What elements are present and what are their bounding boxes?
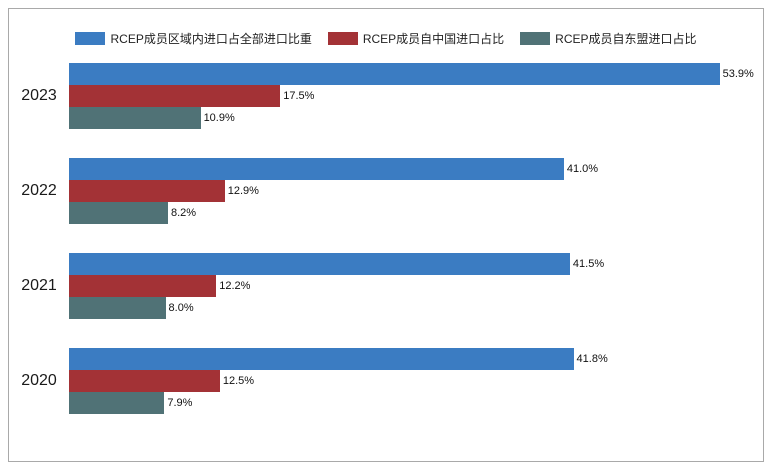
bar xyxy=(69,253,570,275)
value-label: 41.5% xyxy=(572,258,605,270)
bar-stack: 41.5% 12.2% 8.0% xyxy=(69,253,757,319)
value-label: 8.0% xyxy=(168,302,194,314)
bar xyxy=(69,107,201,129)
bar-row: 10.9% xyxy=(69,107,757,129)
bar-row: 53.9% xyxy=(69,63,757,85)
bar xyxy=(69,370,220,392)
bar-stack: 41.0% 12.9% 8.2% xyxy=(69,158,757,224)
bar-row: 41.8% xyxy=(69,348,757,370)
bar-row: 8.0% xyxy=(69,297,757,319)
value-label: 41.8% xyxy=(576,353,608,365)
value-label: 41.0% xyxy=(566,163,599,175)
legend-label: RCEP成员自东盟进口占比 xyxy=(555,31,697,46)
bar xyxy=(69,158,564,180)
value-label: 7.9% xyxy=(167,397,193,409)
bar-row: 12.5% xyxy=(69,370,757,392)
bar xyxy=(69,275,217,297)
bar-row: 41.0% xyxy=(69,158,757,180)
bar-chart: 2023 53.9% 17.5% 10.9% 2022 41.0% 12.9% 8.2% 202… xyxy=(9,63,763,414)
value-label: 12.2% xyxy=(219,280,251,292)
category-label: 2022 xyxy=(21,182,57,199)
bar-group: 2021 41.5% 12.2% 8.0% xyxy=(9,253,757,319)
bar xyxy=(69,392,165,414)
bar-row: 8.2% xyxy=(69,202,757,224)
bar xyxy=(69,63,720,85)
value-label: 10.9% xyxy=(203,112,235,124)
bar xyxy=(69,180,225,202)
category-label: 2023 xyxy=(21,87,57,104)
bar-group: 2020 41.8% 12.5% 7.9% xyxy=(9,348,757,414)
legend-label: RCEP成员区域内进口占全部进口比重 xyxy=(110,31,312,46)
bar-row: 7.9% xyxy=(69,392,757,414)
value-label: 12.5% xyxy=(222,375,255,387)
bar-group: 2023 53.9% 17.5% 10.9% xyxy=(9,63,757,129)
bar-group: 2022 41.0% 12.9% 8.2% xyxy=(9,158,757,224)
bar-stack: 53.9% 17.5% 10.9% xyxy=(69,63,757,129)
bar xyxy=(69,348,574,370)
value-label: 53.9% xyxy=(722,68,754,80)
value-label: 8.2% xyxy=(170,207,197,219)
bar-stack: 41.8% 12.5% 7.9% xyxy=(69,348,757,414)
legend-label: RCEP成员自中国进口占比 xyxy=(362,31,505,46)
legend-swatch-icon xyxy=(520,31,551,45)
legend-swatch-icon xyxy=(327,31,358,45)
category-label: 2020 xyxy=(21,372,57,389)
legend-item: RCEP成员自中国进口占比 xyxy=(327,30,505,47)
bar-row: 41.5% xyxy=(69,253,757,275)
legend-swatch-icon xyxy=(75,31,106,45)
legend-item: RCEP成员区域内进口占全部进口比重 xyxy=(75,30,312,47)
value-label: 12.9% xyxy=(227,185,259,197)
bar-row: 12.2% xyxy=(69,275,757,297)
chart-frame: RCEP成员区域内进口占全部进口比重 RCEP成员自中国进口占比 RCEP成员自东盟… xyxy=(8,8,764,462)
bar-row: 12.9% xyxy=(69,180,757,202)
bar xyxy=(69,202,168,224)
bar xyxy=(69,85,281,107)
category-label: 2021 xyxy=(21,277,57,294)
chart-legend: RCEP成员区域内进口占全部进口比重 RCEP成员自中国进口占比 RCEP成员自东盟… xyxy=(9,29,763,47)
bar-row: 17.5% xyxy=(69,85,757,107)
legend-item: RCEP成员自东盟进口占比 xyxy=(520,30,697,47)
value-label: 17.5% xyxy=(283,90,315,102)
bar xyxy=(69,297,166,319)
